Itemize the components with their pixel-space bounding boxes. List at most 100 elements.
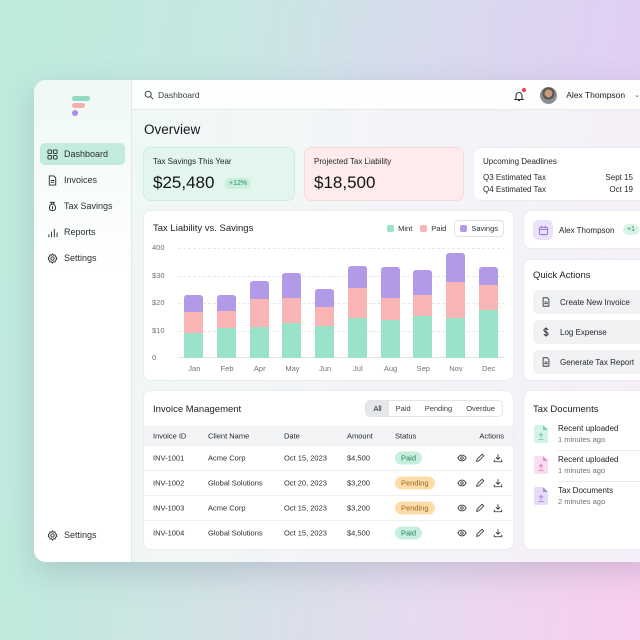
column-header[interactable]: Client Name: [208, 431, 250, 440]
search-box[interactable]: Dashboard: [144, 90, 200, 100]
create-invoice-button[interactable]: Create New Invoice: [533, 290, 640, 314]
filter-all[interactable]: All: [366, 401, 389, 416]
bar-segment-paid: [347, 288, 367, 319]
invoice-id: INV-1002: [153, 478, 185, 488]
chart-bar-jun[interactable]: [315, 289, 335, 358]
sidebar-item-settings-bottom[interactable]: Settings: [40, 524, 125, 546]
invoice-date: Oct 15, 2023: [284, 528, 327, 538]
row-actions: [457, 503, 503, 513]
bar-segment-mint: [413, 315, 433, 358]
download-icon[interactable]: [493, 453, 503, 463]
sidebar-item-settings[interactable]: Settings: [40, 247, 125, 269]
deadline-date: Oct 19: [609, 185, 633, 194]
client-name: Acme Corp: [208, 503, 246, 513]
download-icon[interactable]: [493, 528, 503, 538]
column-header[interactable]: Status: [395, 431, 417, 440]
divider: [558, 450, 640, 451]
document-item[interactable]: Recent uploaded 1 minutes ago: [533, 423, 640, 451]
sidebar-item-reports[interactable]: Reports: [40, 221, 125, 243]
chart-bar-sep[interactable]: [413, 270, 433, 358]
sidebar-item-label: Settings: [64, 253, 97, 263]
y-tick-label: 400: [152, 243, 165, 252]
edit-icon[interactable]: [475, 453, 485, 463]
log-expense-button[interactable]: Log Expense: [533, 320, 640, 344]
gridline: [178, 330, 505, 332]
document-item[interactable]: Recent uploaded 1 minutes ago: [533, 454, 640, 482]
column-header[interactable]: Invoice ID: [153, 431, 187, 440]
chart-plot: [178, 248, 505, 358]
deadlines-card: Upcoming Deadlines Q3 Estimated Tax Sept…: [473, 147, 640, 201]
edit-icon[interactable]: [475, 503, 485, 513]
table-row[interactable]: INV-1003 Acme Corp Oct 15, 2023 $3,200 Pendi…: [144, 495, 513, 520]
table-row[interactable]: INV-1004 Global Solutions Oct 15, 2023 $4,5…: [144, 520, 513, 545]
bar-segment-paid: [445, 282, 465, 318]
sidebar-item-dashboard[interactable]: Dashboard: [40, 143, 125, 165]
bar-segment-mint: [217, 327, 237, 358]
stat-label: Projected Tax Liability: [314, 157, 392, 166]
bar-segment-paid: [413, 294, 433, 316]
bar-segment-savings: [478, 267, 498, 285]
generate-report-button[interactable]: Generate Tax Report: [533, 350, 640, 374]
button-label: Create New Invoice: [560, 297, 630, 307]
search-label: Dashboard: [158, 89, 200, 100]
filter-overdue[interactable]: Overdue: [466, 404, 495, 413]
legend-item-paid[interactable]: Paid: [420, 224, 446, 233]
profile-card[interactable]: Alex Thompson +1: [523, 210, 640, 249]
chart-bar-jul[interactable]: [347, 265, 367, 358]
chart-bar-apr[interactable]: [249, 281, 269, 358]
view-icon[interactable]: [457, 478, 467, 488]
view-icon[interactable]: [457, 453, 467, 463]
view-icon[interactable]: [457, 503, 467, 513]
chart-bar-dec[interactable]: [478, 267, 498, 358]
bar-segment-mint: [315, 326, 335, 358]
column-header[interactable]: Date: [284, 431, 300, 440]
deadline-date: Sept 15: [605, 173, 633, 182]
chart-bar-aug[interactable]: [380, 267, 400, 358]
documents-title: Tax Documents: [533, 404, 599, 415]
bar-segment-savings: [282, 272, 302, 298]
filter-pending[interactable]: Pending: [424, 404, 453, 413]
download-icon[interactable]: [493, 503, 503, 513]
chevron-down-icon[interactable]: ⌄: [634, 92, 640, 99]
document-time: 1 minutes ago: [558, 466, 606, 475]
download-icon[interactable]: [493, 478, 503, 488]
gridline: [178, 275, 505, 277]
profile-name: Alex Thompson: [559, 226, 615, 235]
filter-paid[interactable]: Paid: [395, 404, 411, 413]
view-icon[interactable]: [457, 528, 467, 538]
bar-segment-savings: [380, 267, 400, 298]
app-window: Dashboard Invoices Tax Savings Reports S…: [34, 80, 640, 562]
user-name[interactable]: Alex Thompson: [566, 90, 626, 100]
document-name: Tax Documents: [558, 486, 614, 495]
column-header[interactable]: Amount: [347, 431, 373, 440]
x-tick-label: Nov: [449, 364, 463, 373]
document-item[interactable]: Tax Documents 2 minutes ago: [533, 485, 640, 513]
edit-icon[interactable]: [475, 478, 485, 488]
main-content: Dashboard Alex Thompson ⌄ Overview Tax S…: [132, 80, 640, 562]
chart-bar-feb[interactable]: [217, 294, 237, 358]
invoice-management-card: Invoice Management All Paid Pending Over…: [143, 390, 514, 550]
chart-bar-nov[interactable]: [445, 252, 465, 358]
bar-segment-savings: [347, 265, 367, 289]
y-tick-label: $20: [152, 298, 165, 307]
table-row[interactable]: INV-1001 Acme Corp Oct 15, 2023 $4,500 Paid: [144, 445, 513, 470]
document-icon: [542, 297, 550, 307]
avatar[interactable]: [540, 86, 558, 104]
row-actions: [457, 453, 503, 463]
notification-button[interactable]: [513, 88, 527, 101]
change-badge: +12%: [225, 178, 252, 189]
bar-segment-paid: [249, 299, 269, 327]
sidebar-item-invoices[interactable]: Invoices: [40, 169, 125, 191]
table-header: Invoice ID Client Name Date Amount Statu…: [144, 426, 513, 445]
edit-icon[interactable]: [475, 528, 485, 538]
bar-segment-paid: [282, 297, 302, 324]
chart-bar-jan[interactable]: [184, 294, 204, 358]
x-tick-label: Jul: [353, 364, 363, 373]
legend-item-mint[interactable]: Mint: [387, 224, 412, 233]
bar-segment-savings: [184, 294, 204, 313]
dollar-icon: [543, 327, 549, 337]
sidebar-item-tax-savings[interactable]: Tax Savings: [40, 195, 125, 217]
chart-bar-may[interactable]: [282, 272, 302, 358]
table-row[interactable]: INV-1002 Global Solutions Oct 20, 2023 $3,2…: [144, 470, 513, 495]
legend-item-savings[interactable]: Savings: [454, 220, 504, 237]
